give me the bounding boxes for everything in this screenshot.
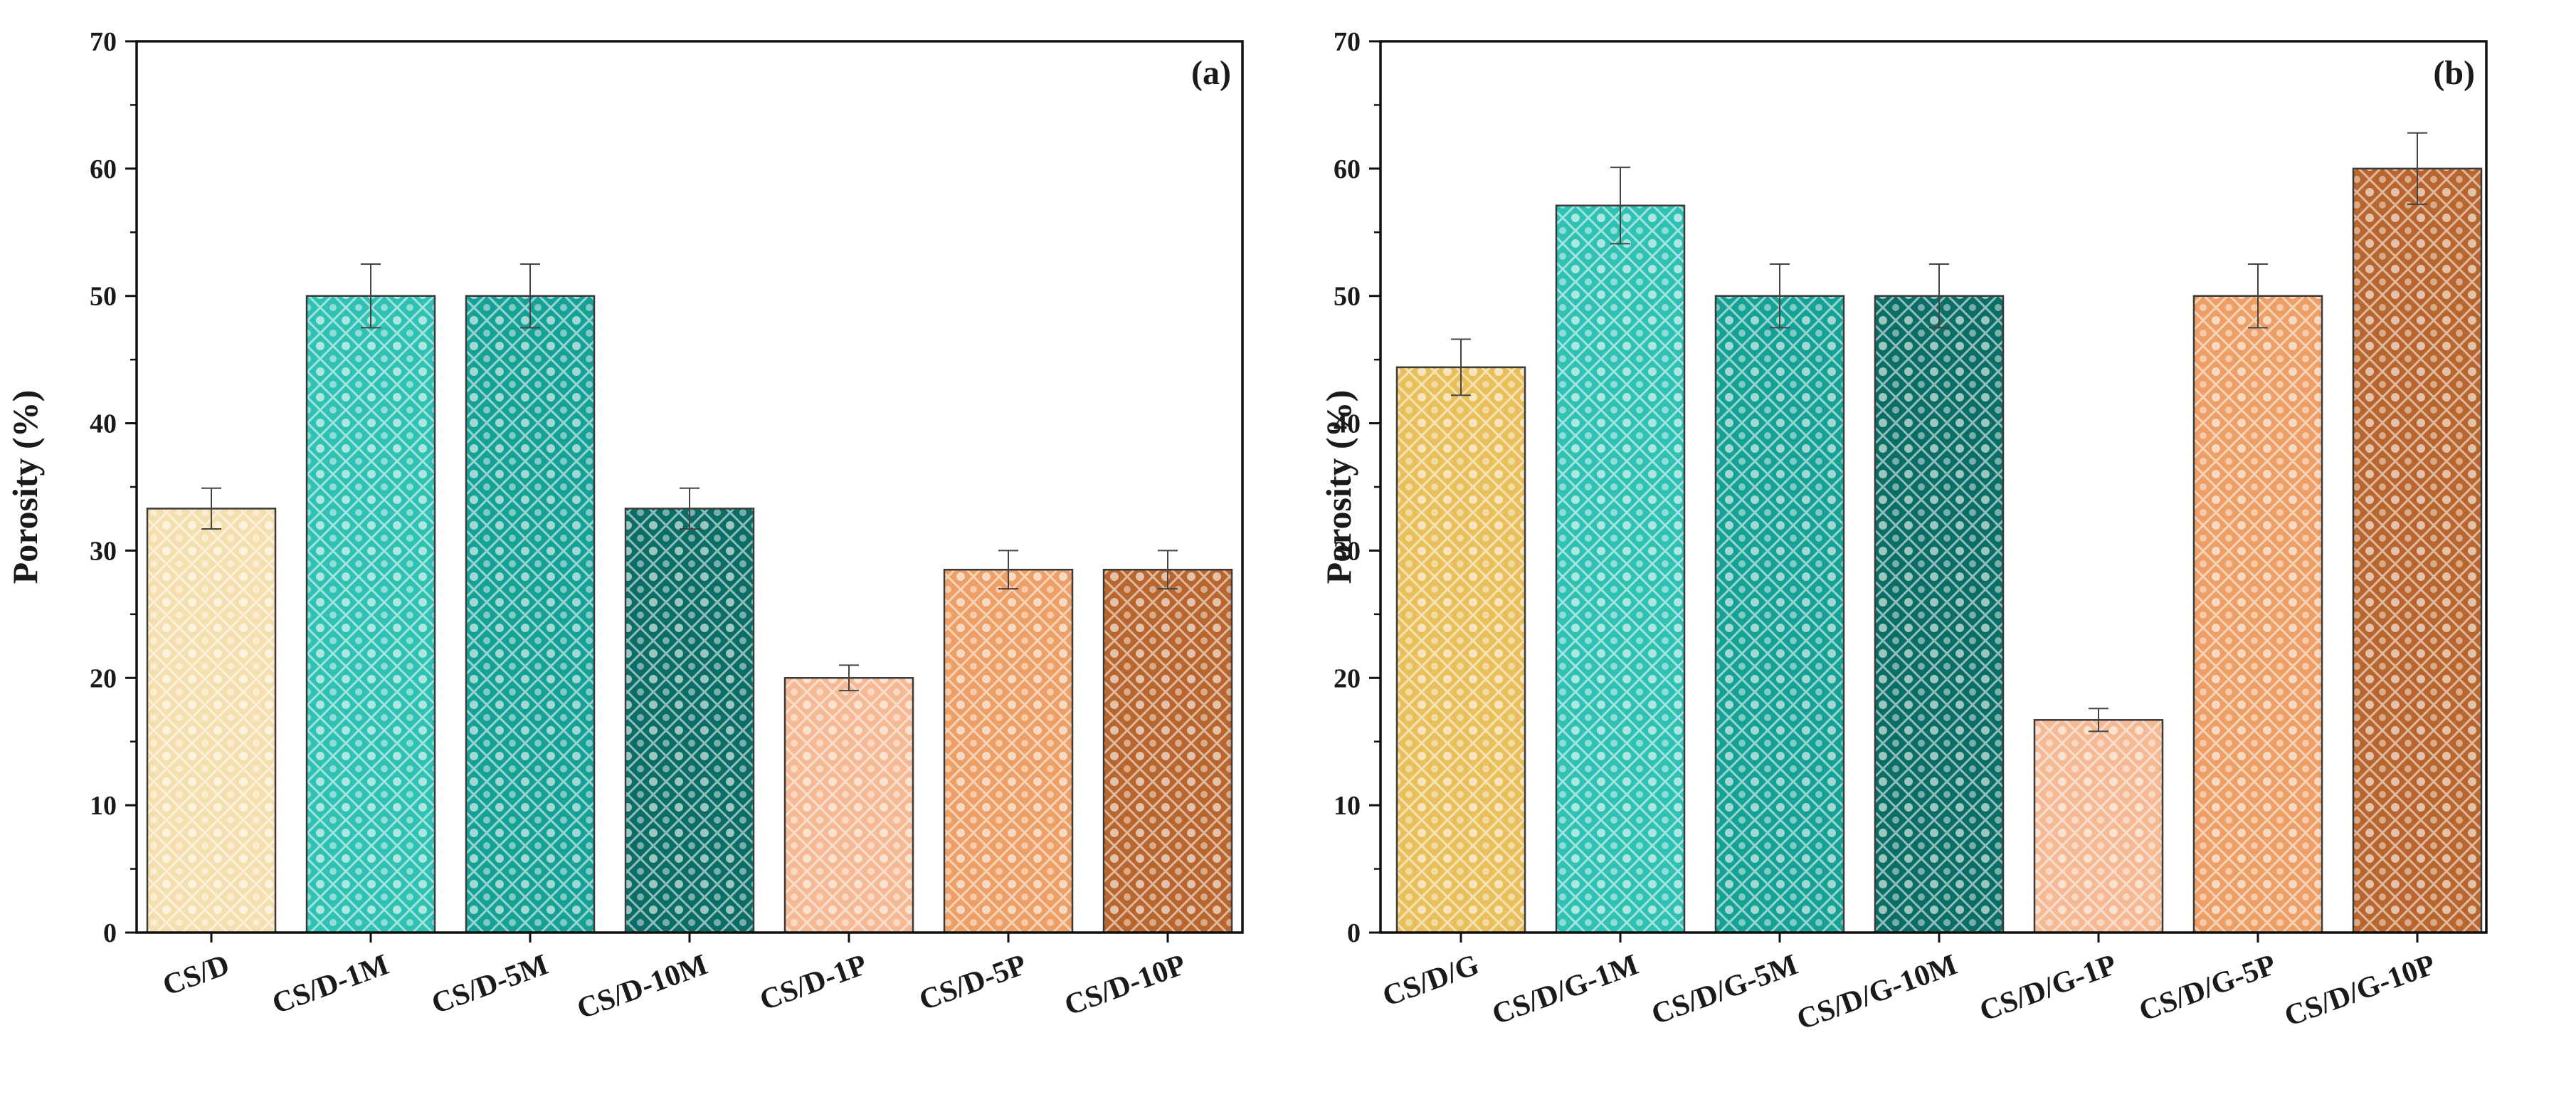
chart-panel-a: CS/D CS/D-1M CS/D-5M CS/D-10M CS/D-1P CS/D-5P… xyxy=(5,27,1244,1026)
bar-cs-d-1p xyxy=(783,677,914,934)
y-tick-label: 10 xyxy=(1334,791,1361,821)
x-tick-label: CS/D-1M xyxy=(268,948,394,1020)
x-tick-label: CS/D/G-5M xyxy=(1647,948,1802,1032)
x-tick-label: CS/D-5M xyxy=(428,948,553,1020)
x-tick-label: CS/D/G-1P xyxy=(1975,948,2121,1028)
bar-cs-d-g-10p xyxy=(2352,167,2483,934)
bar-cs-d-10p xyxy=(1102,569,1233,934)
x-tick-label: CS/D/G xyxy=(1378,948,1483,1013)
y-tick-label: 0 xyxy=(103,918,117,948)
y-tick-label: 60 xyxy=(1334,154,1361,184)
y-tick-label: 30 xyxy=(90,536,117,566)
bar-cs-d-g-10m xyxy=(1874,295,2005,934)
y-tick-label: 20 xyxy=(1334,663,1361,693)
bar-cs-d-5p xyxy=(943,569,1074,934)
x-tick-label: CS/D/G-10P xyxy=(2280,948,2439,1033)
bar-cs-d-1m xyxy=(305,295,436,934)
bar-cs-d-10m xyxy=(624,508,755,934)
y-axis-label-a: Porosity (%) xyxy=(5,390,45,584)
y-tick-label: 70 xyxy=(1334,27,1361,57)
bar-cs-d-g xyxy=(1395,366,1526,934)
bar-cs-d-g-1p xyxy=(2033,719,2164,934)
y-tick-label: 30 xyxy=(1334,536,1361,566)
x-tick-label: CS/D/G-10M xyxy=(1793,948,1961,1036)
panel-label-a: (a) xyxy=(1191,54,1231,92)
bar-cs-d-g-5m xyxy=(1714,295,1845,934)
panel-label-b: (b) xyxy=(2433,54,2475,92)
y-tick-label: 40 xyxy=(90,409,117,439)
y-tick-label: 20 xyxy=(90,663,117,693)
x-tick-label: CS/D-10P xyxy=(1060,948,1190,1022)
y-tick-label: 0 xyxy=(1347,918,1361,948)
x-tick-label: CS/D xyxy=(159,948,234,1002)
y-axis-label-b: Porosity (%) xyxy=(1319,390,1358,584)
y-tick-label: 70 xyxy=(90,27,117,57)
x-tick-label: CS/D/G-1M xyxy=(1488,948,1642,1032)
y-tick-label: 50 xyxy=(1334,282,1361,312)
x-tick-label: CS/D-5P xyxy=(915,948,1031,1017)
y-tick-label: 40 xyxy=(1334,409,1361,439)
bar-cs-d xyxy=(146,508,277,934)
x-tick-label: CS/D-1P xyxy=(756,948,872,1017)
bar-cs-d-5m xyxy=(465,295,596,934)
y-tick-label: 60 xyxy=(90,154,117,184)
y-tick-label: 50 xyxy=(90,282,117,312)
bar-cs-d-g-5p xyxy=(2192,295,2323,934)
x-tick-label: CS/D/G-5P xyxy=(2135,948,2280,1028)
bar-cs-d-g-1m xyxy=(1555,204,1686,934)
x-tick-label: CS/D-10M xyxy=(573,948,712,1026)
y-tick-label: 10 xyxy=(90,791,117,821)
